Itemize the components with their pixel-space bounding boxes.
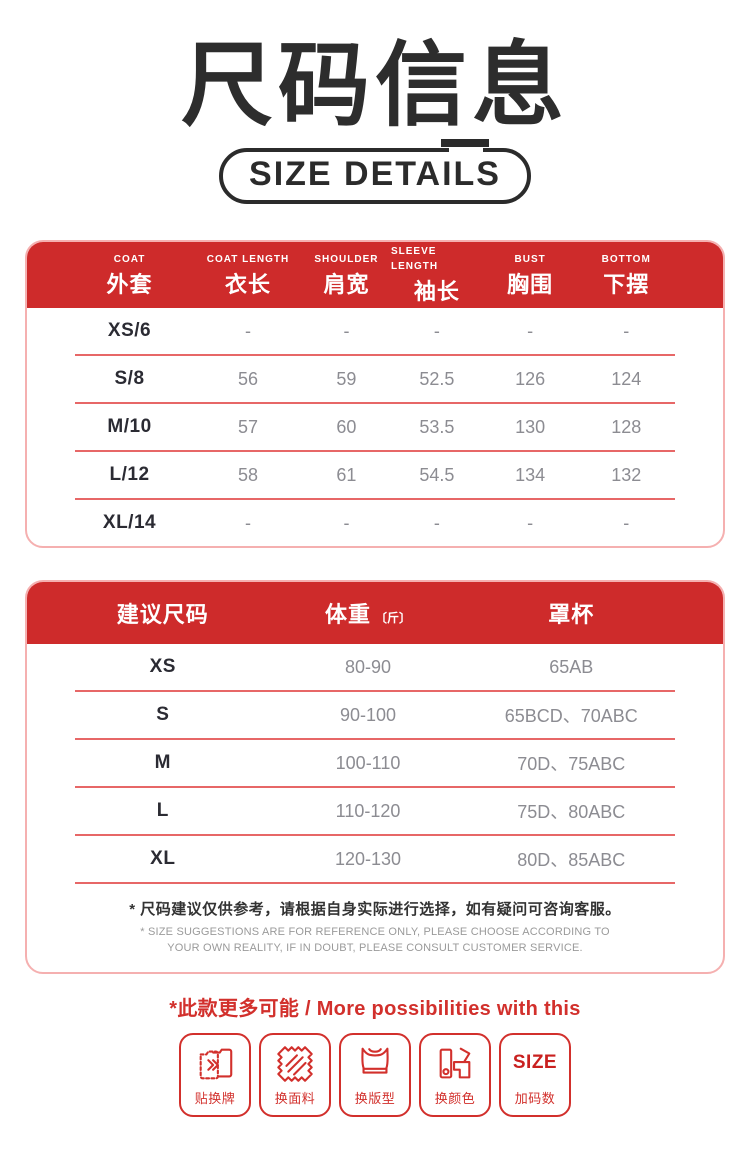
column-header-weight: 体重 〔斤〕 xyxy=(325,602,412,628)
subtitle-block: SIZE DETAILS xyxy=(0,139,750,205)
color-swatch-icon xyxy=(434,1042,476,1086)
row-divider xyxy=(75,738,675,741)
swap-tag-icon xyxy=(194,1042,236,1086)
row-divider xyxy=(75,402,675,405)
table-row-xl14: XL/14 - - - - - xyxy=(102,512,630,534)
suggestion-row-s: S 90-100 65BCD、70ABC xyxy=(156,704,638,727)
badge-label: 换颜色 xyxy=(434,1091,476,1107)
stadium-border-gap xyxy=(448,147,483,155)
size-text-icon: SIZE xyxy=(512,1052,558,1074)
size-note-en: * SIZE SUGGESTIONS ARE FOR REFERENCE ONL… xyxy=(140,926,610,954)
badge-change-pattern: 换版型 xyxy=(339,1033,411,1118)
size-suggestion-table: 建议尺码 体重 〔斤〕 罩杯 XS 80-90 65AB S 90-100 65… xyxy=(25,580,725,975)
badge-swap-tag: 贴换牌 xyxy=(179,1033,251,1118)
row-divider xyxy=(75,354,675,357)
bra-pattern-icon xyxy=(354,1042,396,1086)
row-divider xyxy=(75,834,675,837)
badge-change-fabric: 换面料 xyxy=(259,1033,331,1118)
fabric-swatch-icon xyxy=(274,1042,316,1086)
suggestion-row-xl: XL 120-130 80D、85ABC xyxy=(150,848,626,871)
stadium-dash-mark xyxy=(440,139,489,148)
column-header-bust: BUST 胸围 xyxy=(507,253,554,297)
more-possibilities-heading: *此款更多可能 / More possibilities with this xyxy=(169,998,581,1021)
page-title: 尺码信息 xyxy=(180,35,569,137)
size-measurements-table: COAT 外套 COAT LENGTH 衣长 SHOULDER 肩宽 SLEEV… xyxy=(25,240,725,549)
row-divider xyxy=(75,450,675,453)
badge-change-color: 换颜色 xyxy=(419,1033,491,1118)
row-divider xyxy=(75,786,675,789)
title-block: 尺码信息 xyxy=(0,0,750,142)
suggestion-row-xs: XS 80-90 65AB xyxy=(149,656,594,678)
table-row-m10: M/10 57 60 53.5 130 128 xyxy=(107,416,642,438)
column-header-shoulder: SHOULDER 肩宽 xyxy=(314,253,379,297)
subtitle-stadium: SIZE DETAILS xyxy=(219,139,531,205)
badge-label: 换面料 xyxy=(274,1091,316,1107)
table-row-s8: S/8 56 59 52.5 126 124 xyxy=(114,368,642,390)
row-divider xyxy=(75,690,675,693)
badge-label: 加码数 xyxy=(514,1091,556,1107)
customization-badges: 贴换牌 换面料 换版型 xyxy=(0,1033,750,1118)
size-note-cn: * 尺码建议仅供参考，请根据自身实际进行选择，如有疑问可咨询客服。 xyxy=(129,901,621,919)
column-header-bottom: BOTTOM 下摆 xyxy=(601,253,651,297)
suggestion-header-row: 建议尺码 体重 〔斤〕 罩杯 xyxy=(27,582,723,645)
suggestion-row-m: M 100-110 70D、75ABC xyxy=(154,752,626,775)
column-header-sleeve-length: SLEEVE LENGTH 袖长 xyxy=(390,246,460,305)
column-header-coat-length: COAT LENGTH 衣长 xyxy=(206,253,290,297)
badge-label: 换版型 xyxy=(354,1091,396,1107)
table-row-l12: L/12 58 61 54.5 134 132 xyxy=(109,464,642,486)
column-header-suggested-size: 建议尺码 xyxy=(116,602,209,628)
table-row-xs6: XS/6 - - - - - xyxy=(107,320,630,342)
column-header-cup: 罩杯 xyxy=(548,602,595,628)
suggestion-row-l: L 110-120 75D、80ABC xyxy=(156,800,626,823)
size-table-header-row: COAT 外套 COAT LENGTH 衣长 SHOULDER 肩宽 SLEEV… xyxy=(27,242,723,309)
subtitle-text: SIZE DETAILS xyxy=(249,155,501,194)
row-divider xyxy=(75,498,675,501)
badge-add-sizes: SIZE 加码数 xyxy=(499,1033,571,1118)
badge-label: 贴换牌 xyxy=(194,1091,236,1107)
row-divider xyxy=(75,882,675,885)
column-header-coat: COAT 外套 xyxy=(106,253,153,297)
